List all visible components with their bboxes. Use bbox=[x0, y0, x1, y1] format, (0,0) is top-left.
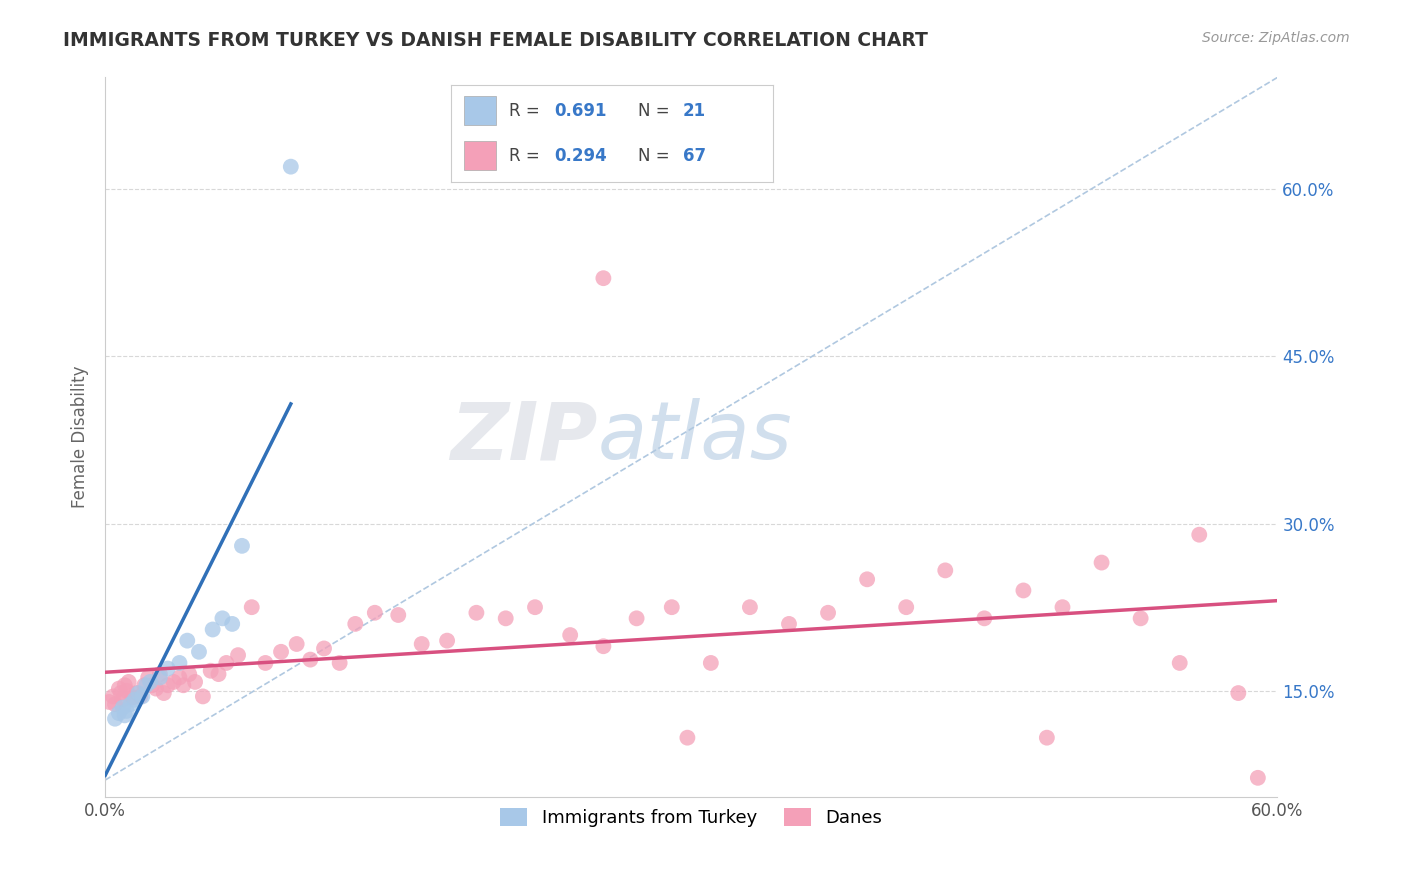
Point bbox=[101, 690, 124, 704]
Point bbox=[207, 667, 229, 681]
Point bbox=[108, 681, 131, 696]
Point bbox=[1052, 600, 1074, 615]
Point bbox=[738, 600, 761, 615]
Point bbox=[115, 704, 138, 718]
Point bbox=[129, 690, 152, 704]
Point bbox=[125, 686, 148, 700]
Point bbox=[201, 623, 224, 637]
Text: atlas: atlas bbox=[598, 398, 792, 476]
Point bbox=[211, 611, 233, 625]
Point bbox=[162, 674, 184, 689]
Point bbox=[1247, 771, 1270, 785]
Point bbox=[495, 611, 517, 625]
Point bbox=[700, 656, 723, 670]
Point bbox=[299, 652, 322, 666]
Point bbox=[104, 712, 127, 726]
Point bbox=[312, 641, 335, 656]
Point bbox=[592, 639, 614, 653]
Point bbox=[188, 645, 211, 659]
Point bbox=[778, 616, 800, 631]
Text: IMMIGRANTS FROM TURKEY VS DANISH FEMALE DISABILITY CORRELATION CHART: IMMIGRANTS FROM TURKEY VS DANISH FEMALE … bbox=[63, 31, 928, 50]
Point bbox=[118, 674, 141, 689]
Point bbox=[156, 661, 179, 675]
Point bbox=[221, 616, 243, 631]
Text: ZIP: ZIP bbox=[450, 398, 598, 476]
Point bbox=[592, 271, 614, 285]
Point bbox=[115, 683, 138, 698]
Point bbox=[149, 667, 172, 681]
Point bbox=[184, 674, 207, 689]
Point bbox=[169, 656, 191, 670]
Point bbox=[169, 670, 191, 684]
Point bbox=[329, 656, 352, 670]
Point bbox=[172, 678, 194, 692]
Point bbox=[120, 697, 142, 711]
Point bbox=[973, 611, 995, 625]
Point bbox=[149, 670, 172, 684]
Point bbox=[896, 600, 918, 615]
Point bbox=[111, 692, 134, 706]
Point bbox=[104, 697, 127, 711]
Point bbox=[270, 645, 292, 659]
Point bbox=[676, 731, 699, 745]
Point bbox=[1012, 583, 1035, 598]
Point bbox=[191, 690, 214, 704]
Point bbox=[114, 678, 136, 692]
Point bbox=[136, 670, 159, 684]
Point bbox=[231, 539, 253, 553]
Point bbox=[200, 664, 222, 678]
Point bbox=[114, 708, 136, 723]
Point bbox=[156, 678, 179, 692]
Point bbox=[280, 160, 302, 174]
Point bbox=[127, 686, 149, 700]
Point bbox=[436, 633, 458, 648]
Point bbox=[364, 606, 387, 620]
Point bbox=[285, 637, 308, 651]
Point bbox=[1036, 731, 1059, 745]
Point bbox=[176, 633, 198, 648]
Point bbox=[661, 600, 683, 615]
Point bbox=[121, 690, 143, 705]
Point bbox=[141, 678, 163, 692]
Point bbox=[626, 611, 648, 625]
Point bbox=[179, 667, 201, 681]
Point bbox=[135, 678, 157, 692]
Point bbox=[240, 600, 263, 615]
Point bbox=[153, 686, 176, 700]
Point bbox=[131, 690, 153, 704]
Point bbox=[465, 606, 488, 620]
Point bbox=[1090, 556, 1112, 570]
Point bbox=[226, 648, 249, 662]
Text: Source: ZipAtlas.com: Source: ZipAtlas.com bbox=[1202, 31, 1350, 45]
Point bbox=[344, 616, 367, 631]
Y-axis label: Female Disability: Female Disability bbox=[72, 366, 89, 508]
Point bbox=[254, 656, 277, 670]
Point bbox=[108, 706, 131, 720]
Point bbox=[387, 607, 409, 622]
Point bbox=[560, 628, 582, 642]
Point bbox=[145, 681, 167, 696]
Point bbox=[139, 674, 162, 689]
Point bbox=[1129, 611, 1152, 625]
Legend: Immigrants from Turkey, Danes: Immigrants from Turkey, Danes bbox=[494, 801, 890, 835]
Point bbox=[111, 700, 134, 714]
Point bbox=[817, 606, 839, 620]
Point bbox=[411, 637, 433, 651]
Point bbox=[856, 572, 879, 586]
Point bbox=[934, 563, 956, 577]
Point bbox=[215, 656, 238, 670]
Point bbox=[98, 695, 121, 709]
Point bbox=[134, 678, 156, 692]
Point bbox=[524, 600, 547, 615]
Point bbox=[1168, 656, 1191, 670]
Point bbox=[1227, 686, 1250, 700]
Point bbox=[1188, 527, 1211, 541]
Point bbox=[110, 686, 132, 700]
Point bbox=[124, 692, 146, 706]
